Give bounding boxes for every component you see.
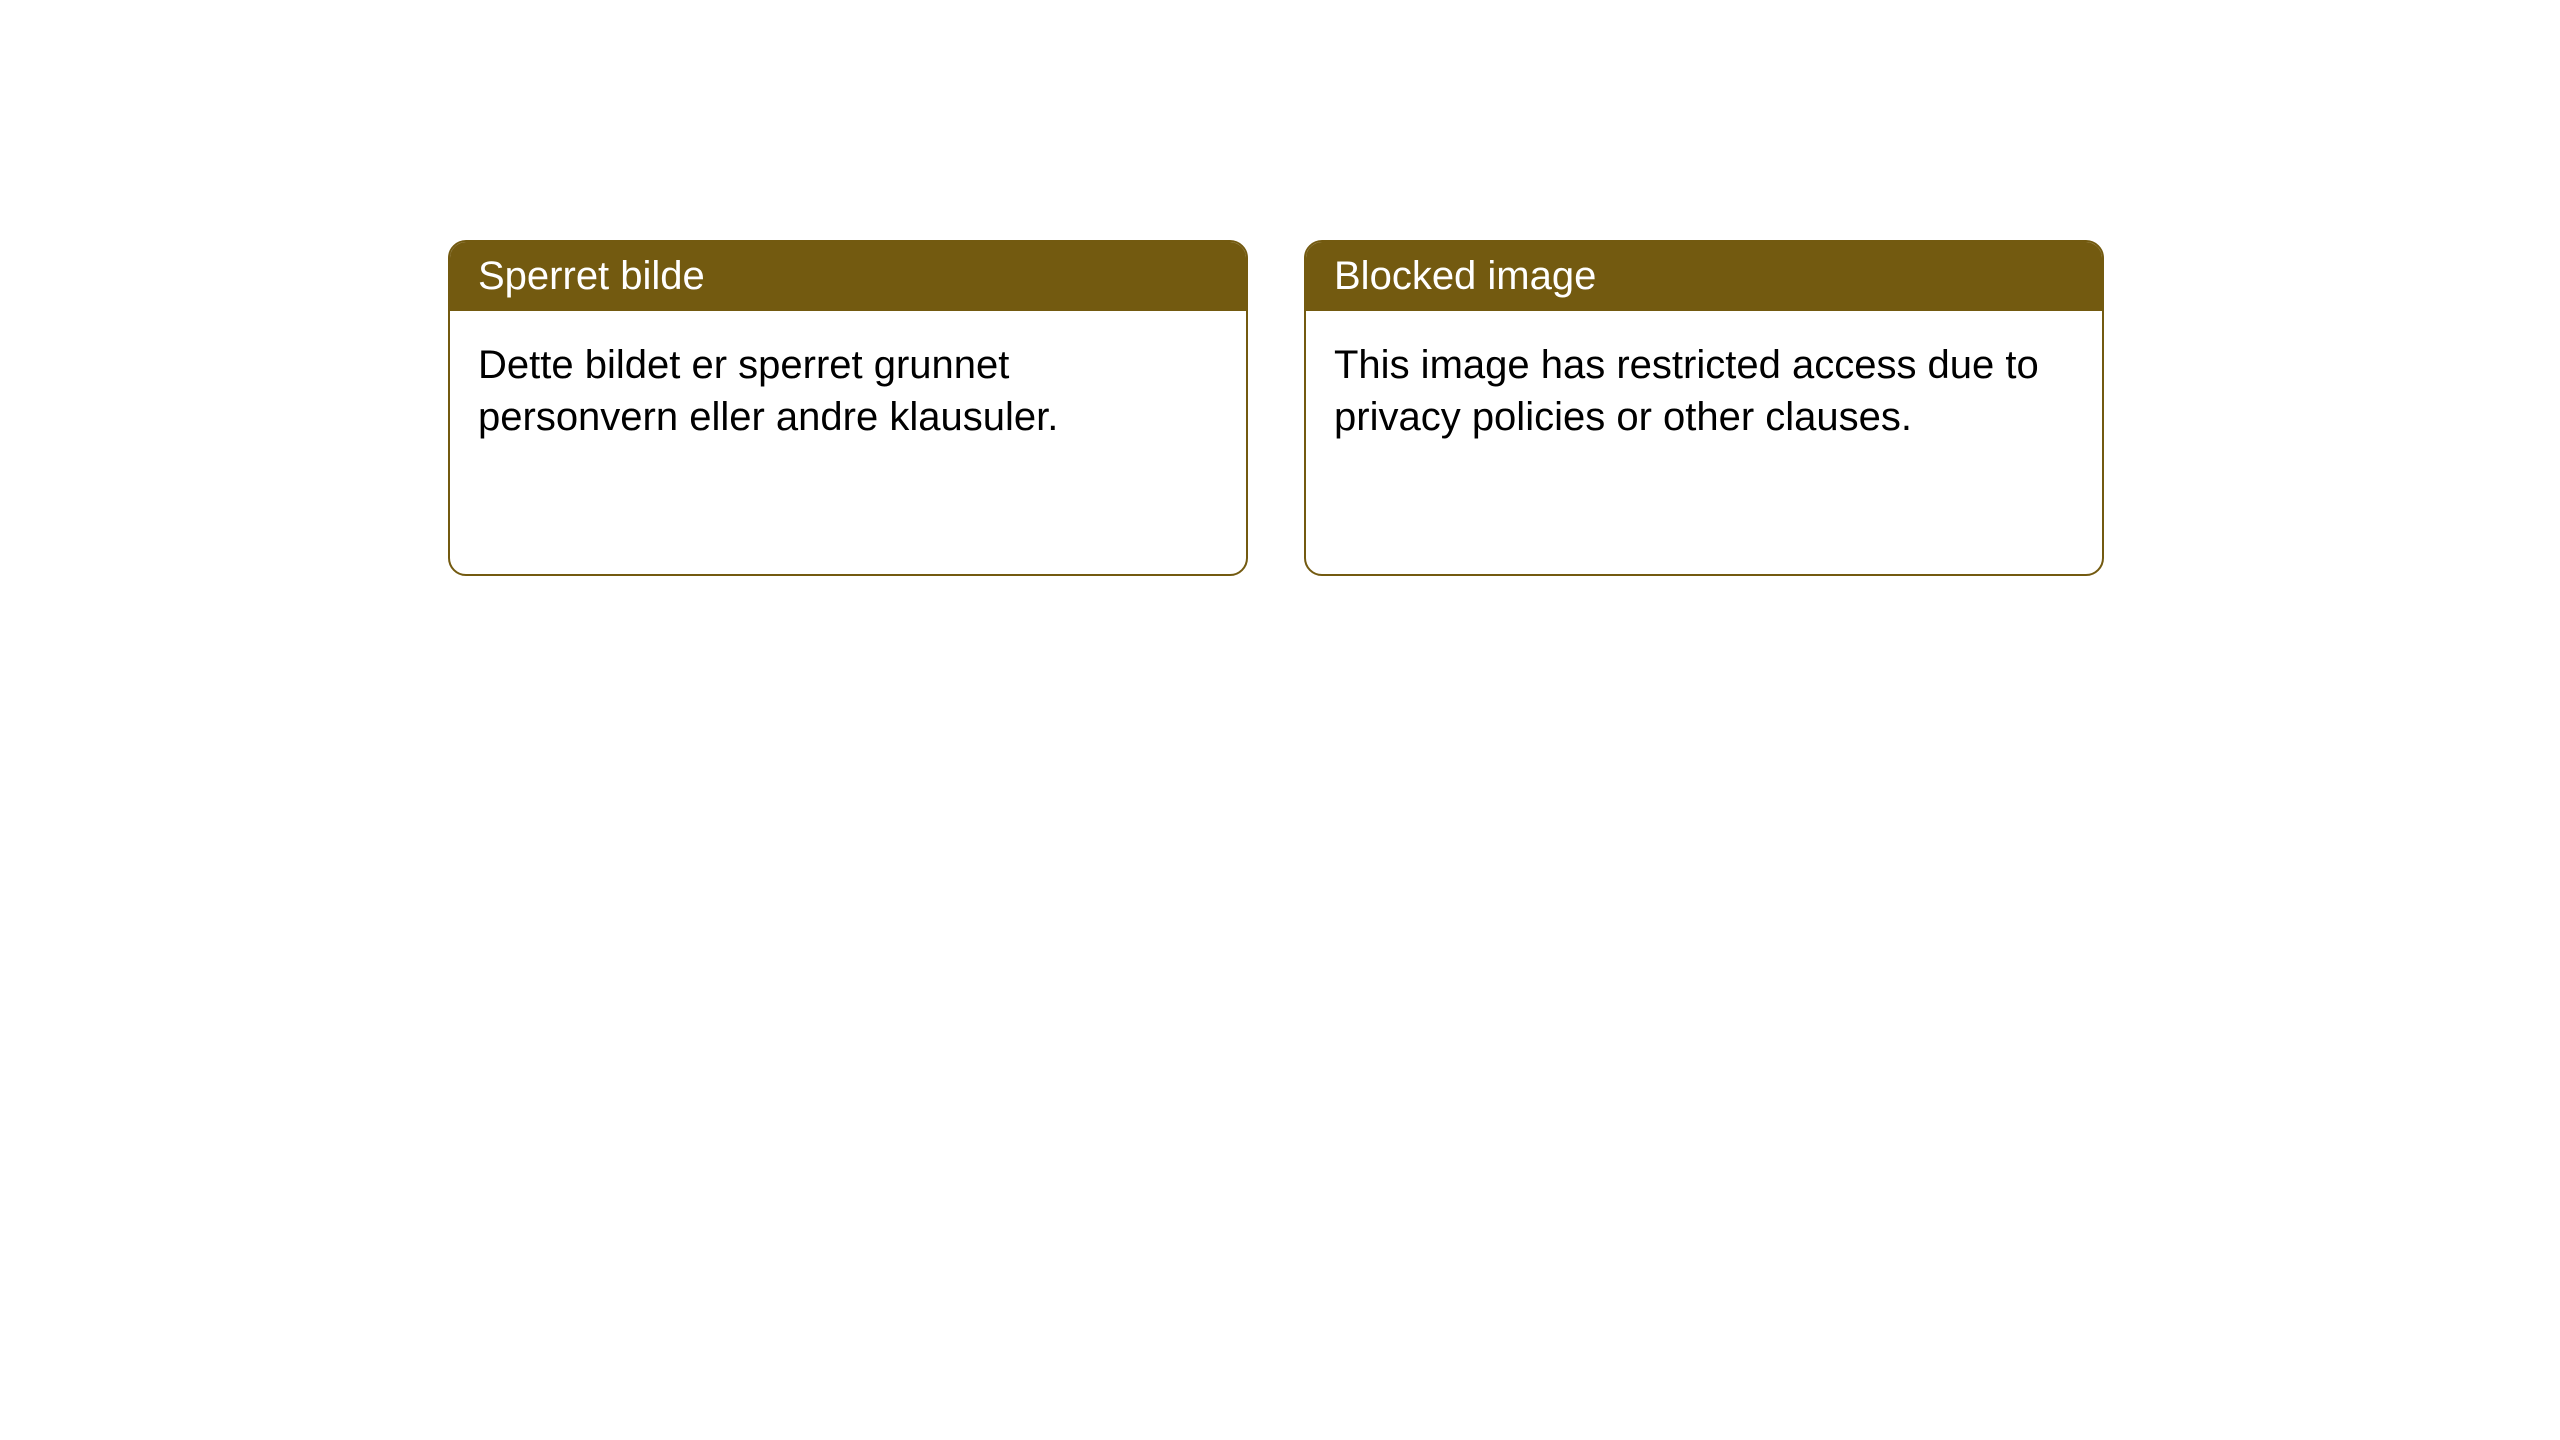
card-header: Sperret bilde [450,242,1246,311]
blocked-image-card-en: Blocked image This image has restricted … [1304,240,2104,576]
cards-container: Sperret bilde Dette bildet er sperret gr… [0,0,2560,576]
card-body: This image has restricted access due to … [1306,311,2102,471]
card-body: Dette bildet er sperret grunnet personve… [450,311,1246,471]
card-header: Blocked image [1306,242,2102,311]
blocked-image-card-no: Sperret bilde Dette bildet er sperret gr… [448,240,1248,576]
